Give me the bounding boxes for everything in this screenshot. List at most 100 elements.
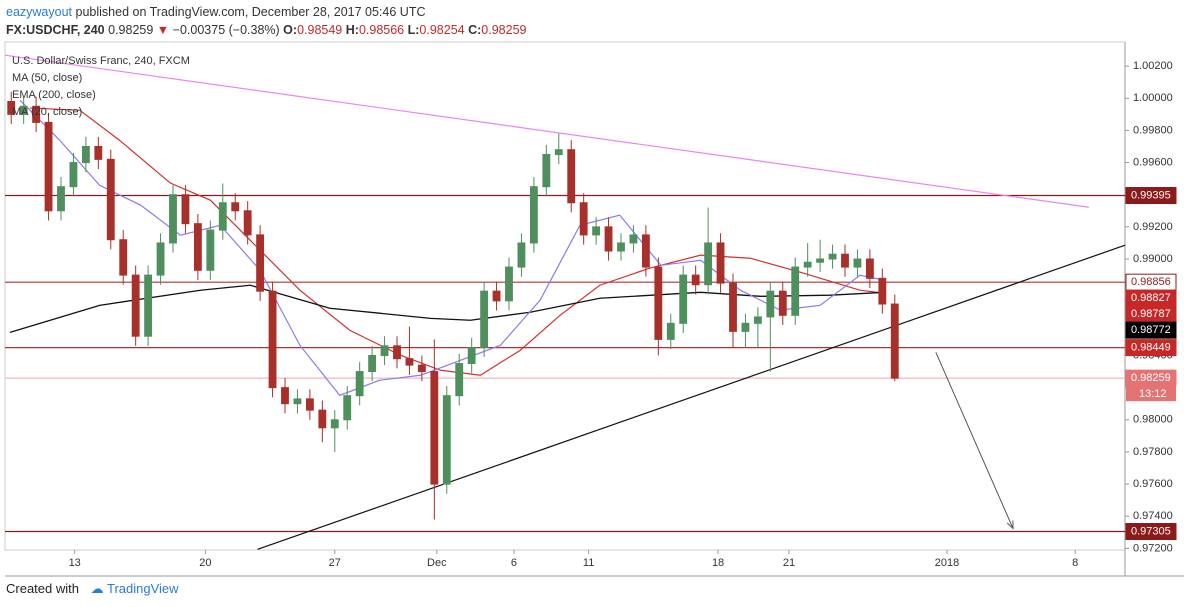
candle-body <box>218 202 227 231</box>
candle-body <box>119 239 128 276</box>
author[interactable]: eazywayout <box>6 5 73 19</box>
footer: Created with ☁ TradingView <box>6 581 179 597</box>
candle-body <box>480 290 489 348</box>
y-tick-label: 0.99000 <box>1133 253 1173 265</box>
price-badge-label: 0.98449 <box>1131 342 1171 354</box>
trendline <box>4 54 1089 208</box>
y-tick-label: 0.97800 <box>1133 446 1173 458</box>
legend-entry: MA (50, close) <box>12 72 82 84</box>
candle-body <box>131 274 140 337</box>
candle-body <box>144 274 153 337</box>
created: Created with <box>6 581 79 596</box>
candle-body <box>878 277 887 305</box>
price-badge <box>1125 523 1177 541</box>
candle-body <box>281 387 289 405</box>
x-tick-label: 21 <box>783 557 795 569</box>
candle-body <box>816 258 825 263</box>
price-badge-label: 0.98856 <box>1131 276 1171 288</box>
legend-entry: EMA (200, close) <box>12 89 96 101</box>
candle-body <box>841 253 849 268</box>
candle-body <box>343 395 352 421</box>
candle-body <box>791 266 800 316</box>
candle-body <box>741 322 750 332</box>
c-label: C: <box>468 23 482 37</box>
candle-body <box>592 226 601 236</box>
y-tick-label: 1.00000 <box>1133 92 1173 104</box>
last: 0.98259 <box>108 23 154 37</box>
y-tick-label: 0.97600 <box>1133 478 1173 490</box>
candle-body <box>654 266 663 340</box>
candle-body <box>617 242 625 252</box>
header: eazywayout published on TradingView.com,… <box>6 3 526 39</box>
y-tick-label: 0.99600 <box>1133 156 1173 168</box>
legend: MA (50, close) EMA (200, close) MA (20, cl… <box>12 72 96 118</box>
candle-body <box>181 194 190 225</box>
candles <box>7 91 899 520</box>
candle-body <box>19 105 28 115</box>
y-tick-label: 0.97400 <box>1133 510 1173 522</box>
candle-body <box>156 242 165 276</box>
h-label: H: <box>345 23 359 37</box>
price-badge <box>1125 321 1177 339</box>
candle-body <box>766 290 775 318</box>
x-tick-label: 27 <box>329 557 341 569</box>
candle-body <box>268 290 277 389</box>
candle-body <box>32 105 41 123</box>
candle-body <box>305 398 314 411</box>
candle-body <box>318 409 327 429</box>
x-tick-label: Dec <box>427 557 447 569</box>
price-badge-label: 0.97305 <box>1131 525 1171 537</box>
candle-body <box>629 234 638 244</box>
candle-body <box>106 158 115 241</box>
candle-body <box>890 303 899 379</box>
candle-body <box>853 258 862 268</box>
x-tick-label: 20 <box>199 557 211 569</box>
candle-body <box>704 242 713 286</box>
x-tick-label: 8 <box>1072 557 1078 569</box>
x-tick-label: 2018 <box>935 557 959 569</box>
candle-body <box>455 363 464 397</box>
price-badge-label: 0.98827 <box>1131 292 1171 304</box>
candle-body <box>567 149 576 204</box>
price-badge <box>1125 187 1177 205</box>
published: published on TradingView.com, December 2… <box>75 5 426 19</box>
candle-body <box>44 121 53 212</box>
low: 0.98254 <box>419 23 465 37</box>
candle-body <box>355 371 364 397</box>
candle-body <box>293 398 302 405</box>
candle-body <box>330 419 339 429</box>
y-tick-label: 0.99200 <box>1133 221 1173 233</box>
candle-body <box>57 186 65 212</box>
y-tick-label: 0.99800 <box>1133 124 1173 136</box>
candle-body <box>169 194 177 244</box>
countdown: 13:12 <box>1139 388 1167 400</box>
candle-body <box>7 100 16 115</box>
brand[interactable]: TradingView <box>107 581 179 596</box>
high: 0.98566 <box>358 23 405 37</box>
countdown-badge <box>1126 386 1176 402</box>
candle-body <box>753 316 762 324</box>
axes: 1.002001.000000.998000.996000.994000.992… <box>69 60 1177 569</box>
candle-body <box>679 274 688 324</box>
candle-body <box>380 345 389 356</box>
moving-average <box>29 107 885 376</box>
candle-body <box>69 162 78 188</box>
price-badge-label: 0.98772 <box>1131 324 1171 336</box>
publish-line: eazywayout published on TradingView.com,… <box>6 3 526 21</box>
close: 0.98259 <box>481 23 527 37</box>
x-tick-label: 6 <box>511 557 517 569</box>
x-tick-label: 18 <box>712 557 724 569</box>
candle-body <box>579 202 588 236</box>
candle-body <box>529 186 538 244</box>
candle-body <box>778 290 787 316</box>
arrow-head <box>1006 520 1014 530</box>
candle-body <box>193 223 202 271</box>
candle-body <box>716 242 725 284</box>
candle-body <box>517 242 526 268</box>
candle-body <box>467 346 476 365</box>
candle-body <box>442 395 451 485</box>
plot-frame <box>4 41 1126 551</box>
moving-average <box>19 99 885 397</box>
